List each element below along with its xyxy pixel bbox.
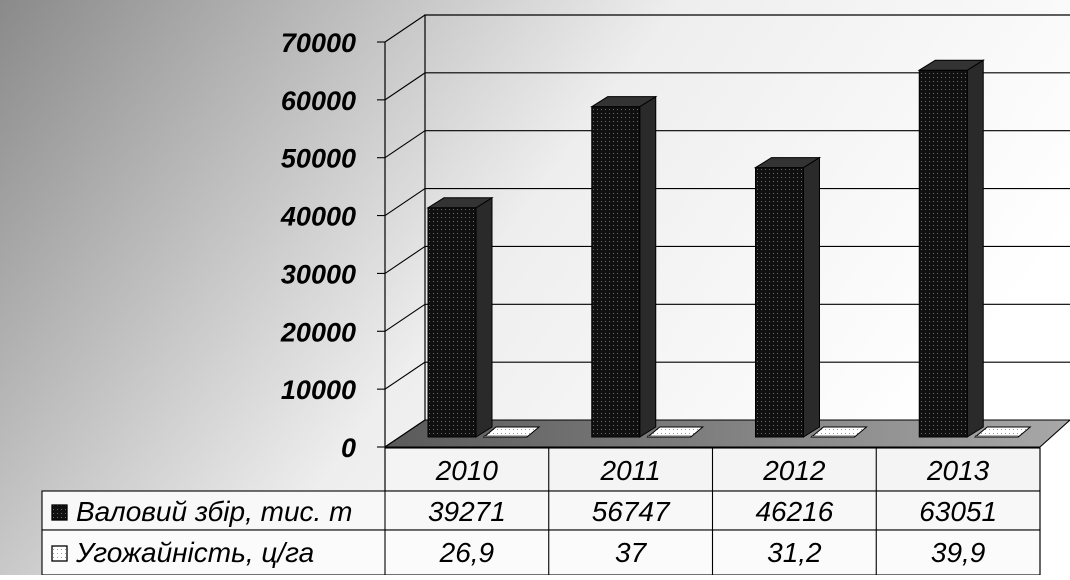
y-tick-label: 70000 (281, 28, 356, 58)
bar-front (974, 435, 1019, 438)
bar-side (966, 59, 984, 438)
bar-side (475, 196, 493, 438)
table-row (41, 490, 1041, 531)
table-header-cell: 2011 (600, 455, 661, 486)
table-cell: 39271 (428, 496, 506, 527)
chart-floor (383, 419, 1070, 448)
y-tick-label: 30000 (281, 259, 356, 289)
legend-swatch (51, 504, 68, 521)
gridline-side (384, 188, 426, 217)
y-tick-label: 0 (341, 433, 356, 463)
table-header-cell: 2013 (926, 455, 990, 486)
table-cell: 39,9 (931, 537, 986, 568)
bar-side (803, 156, 820, 438)
bar-top (590, 96, 658, 108)
bar-top (426, 197, 494, 209)
table-cell: 56747 (592, 496, 671, 527)
table-cell: 63051 (919, 496, 997, 527)
table-header-cell: 2012 (762, 455, 826, 486)
bar-front (647, 435, 692, 438)
y-tick-label: 10000 (281, 375, 356, 405)
bar (427, 207, 477, 438)
bar-front (811, 435, 855, 438)
table-row-label: Валовий збір, тис. т (76, 496, 352, 527)
gridline-side (384, 72, 426, 101)
table-header-cell: 2010 (435, 455, 499, 486)
gridline-side (384, 361, 426, 390)
gridline-side (384, 303, 426, 332)
y-tick-label: 60000 (281, 86, 356, 116)
gridline-side (384, 245, 426, 274)
table-cell: 37 (615, 537, 648, 568)
y-tick-label: 40000 (280, 202, 356, 232)
bar-front (483, 435, 528, 438)
legend-swatch (51, 545, 68, 562)
table-cell: 31,2 (767, 537, 822, 568)
table-cell: 46216 (755, 496, 833, 527)
y-tick-label: 20000 (280, 317, 356, 347)
bar (755, 167, 804, 438)
table-cell: 26,9 (439, 537, 495, 568)
bar-top (753, 157, 822, 169)
gridline-side (384, 14, 426, 43)
y-tick-label: 50000 (281, 144, 356, 174)
bar (591, 106, 641, 438)
bar (918, 69, 968, 438)
gridline-side (384, 130, 426, 159)
bar-side (639, 95, 657, 438)
table-row-label: Угожайність, ц/га (75, 537, 314, 568)
bar-top (917, 59, 985, 71)
